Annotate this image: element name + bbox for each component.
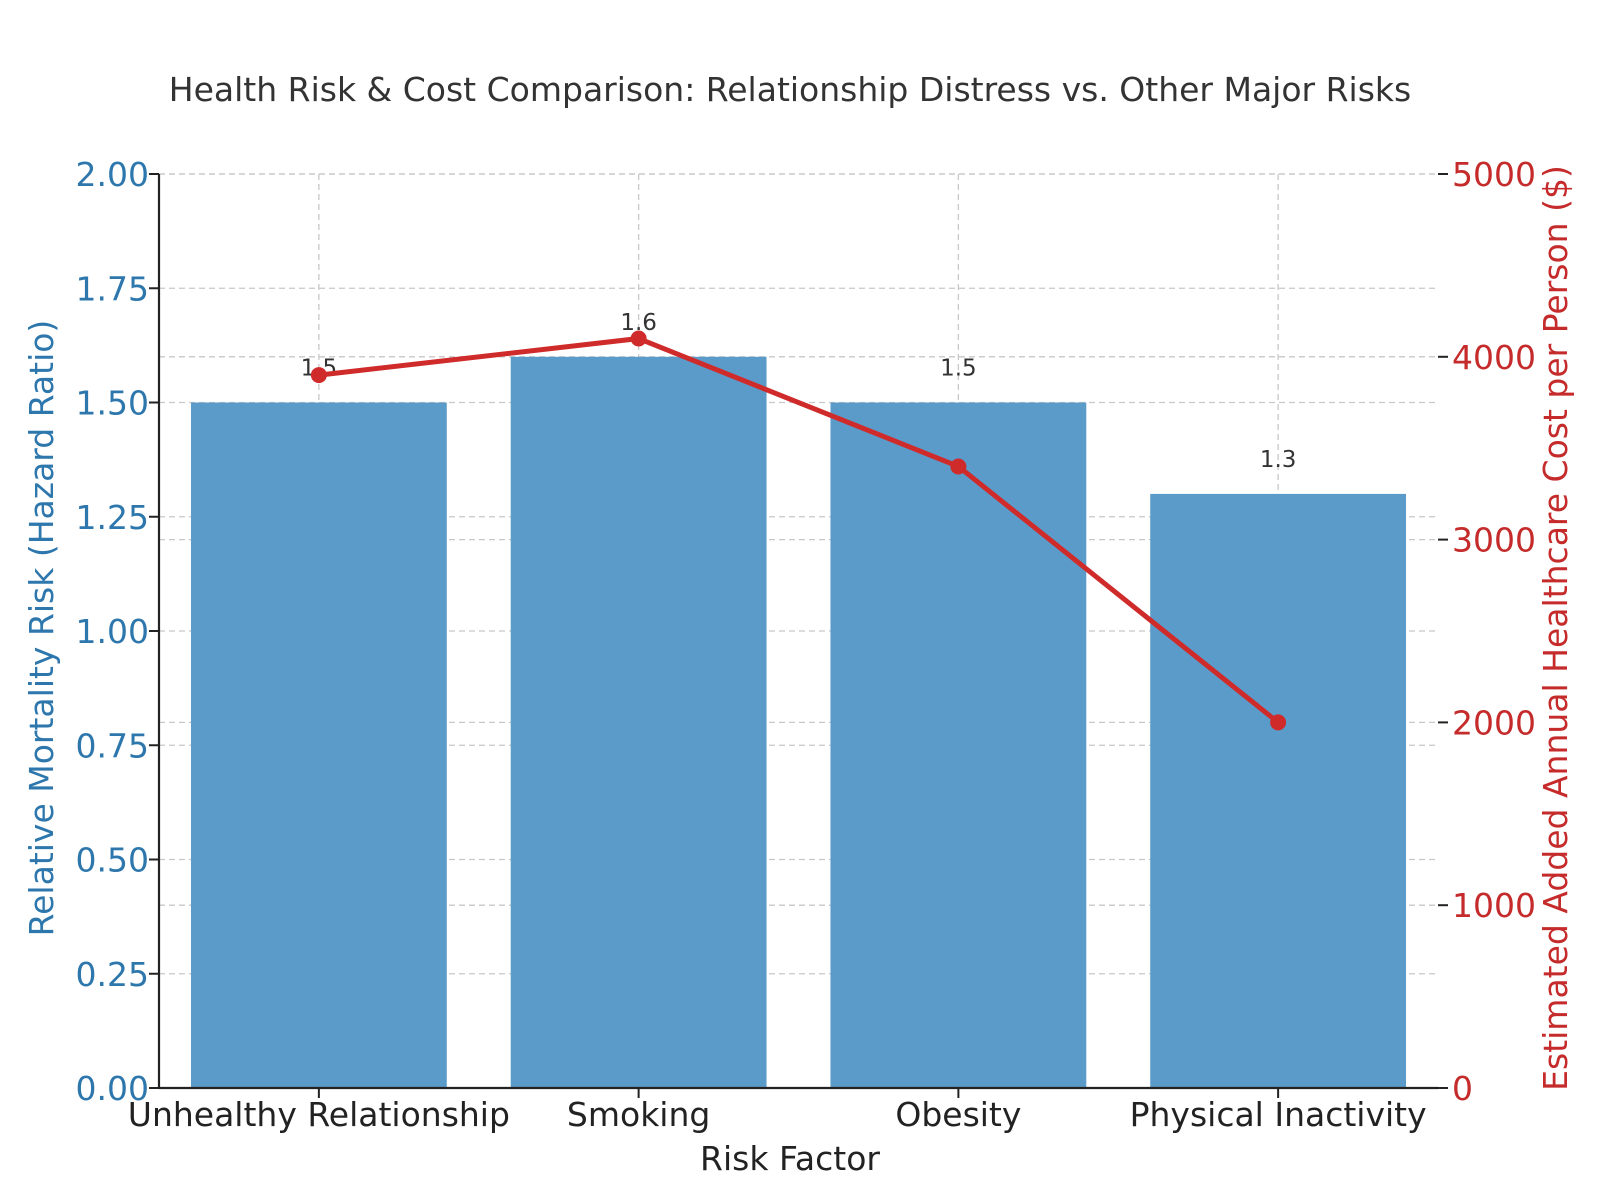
line-point bbox=[310, 367, 327, 384]
y-tick-left-label: 2.00 bbox=[76, 155, 149, 194]
bar bbox=[190, 402, 447, 1088]
bars-layer bbox=[190, 356, 1407, 1088]
bar-value-label: 1.3 bbox=[1260, 447, 1297, 473]
y-tick-right-label: 4000 bbox=[1452, 338, 1536, 377]
line-series bbox=[316, 336, 1281, 725]
y-tick-left-label: 0.50 bbox=[76, 841, 149, 880]
x-tick-label: Obesity bbox=[895, 1095, 1021, 1134]
y-tick-left-label: 1.00 bbox=[76, 612, 149, 651]
chart-title: Health Risk & Cost Comparison: Relations… bbox=[169, 70, 1411, 109]
line-point bbox=[950, 458, 967, 475]
bar bbox=[510, 356, 767, 1088]
y-tick-right-label: 2000 bbox=[1452, 703, 1536, 742]
x-axis-label: Risk Factor bbox=[700, 1139, 880, 1178]
y-tick-right-label: 0 bbox=[1452, 1069, 1473, 1108]
line-point bbox=[1270, 714, 1287, 731]
x-tick-label: Physical Inactivity bbox=[1130, 1095, 1427, 1134]
y-tick-left-label: 0.75 bbox=[76, 726, 149, 765]
y-tick-right-label: 5000 bbox=[1452, 155, 1536, 194]
y-axis-left-label: Relative Mortality Risk (Hazard Ratio) bbox=[22, 320, 61, 937]
bar bbox=[1150, 493, 1407, 1088]
y-tick-left-label: 1.75 bbox=[76, 269, 149, 308]
x-tick-label: Unhealthy Relationship bbox=[128, 1095, 510, 1134]
bar-value-label: 1.5 bbox=[940, 356, 977, 382]
ticks-layer: 0.00 0.25 0.50 0.75 1.00 1.25 1.50 1.75 2.00 0 100… bbox=[76, 155, 1536, 1134]
y-tick-left-label: 0.00 bbox=[76, 1069, 149, 1108]
y-tick-right-label: 3000 bbox=[1452, 521, 1536, 560]
x-tick-label: Smoking bbox=[567, 1095, 710, 1134]
y-tick-left-label: 0.25 bbox=[76, 955, 149, 994]
y-tick-right-label: 1000 bbox=[1452, 886, 1536, 925]
bar-labels-layer: 1.51.61.51.3 bbox=[301, 310, 1297, 473]
line-point bbox=[630, 330, 647, 347]
line-layer bbox=[310, 330, 1287, 731]
bar bbox=[830, 402, 1087, 1088]
y-tick-left-label: 1.50 bbox=[76, 384, 149, 423]
y-axis-right-label: Estimated Added Annual Healthcare Cost p… bbox=[1536, 165, 1575, 1091]
y-tick-left-label: 1.25 bbox=[76, 498, 149, 537]
